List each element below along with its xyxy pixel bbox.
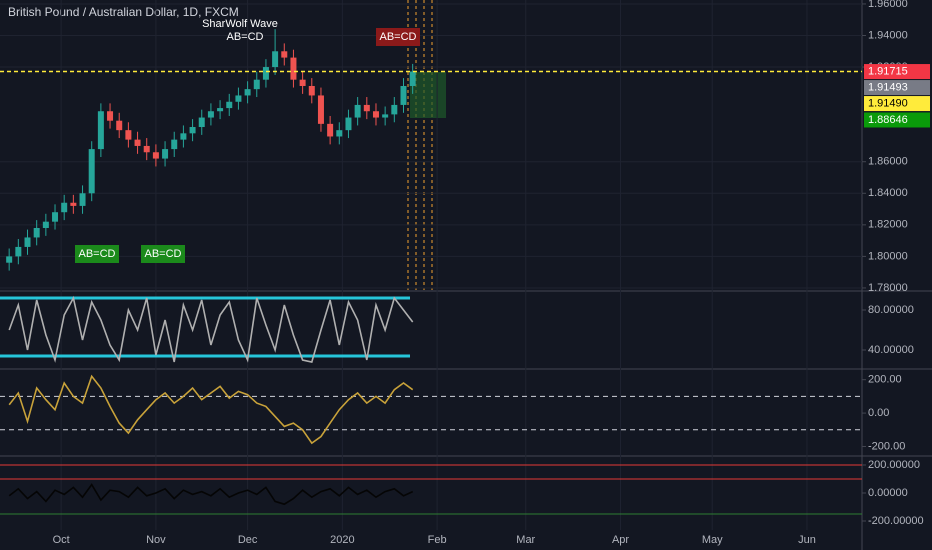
y-tick-label: 1.78000 bbox=[868, 282, 908, 294]
y-tick-label: -200.00 bbox=[868, 440, 905, 452]
candle-body bbox=[272, 51, 279, 68]
candle-body bbox=[116, 120, 123, 131]
y-tick-label: 200.00000 bbox=[868, 459, 920, 471]
x-tick-label: 2020 bbox=[330, 534, 354, 546]
candle-body bbox=[143, 145, 150, 153]
y-tick-label: -200.00000 bbox=[868, 515, 924, 527]
candle-body bbox=[308, 85, 315, 96]
price-label-box bbox=[864, 64, 930, 80]
candle-body bbox=[162, 149, 169, 159]
candle-body bbox=[253, 79, 260, 90]
candle-body bbox=[125, 130, 132, 140]
y-tick-label: 1.84000 bbox=[868, 187, 908, 199]
y-tick-label: 1.94000 bbox=[868, 29, 908, 41]
candle-body bbox=[33, 227, 40, 238]
candle-body bbox=[336, 130, 343, 137]
candle-body bbox=[79, 193, 86, 206]
candle-body bbox=[52, 212, 59, 222]
price-label: 1.91490 bbox=[868, 97, 908, 109]
chart-title: British Pound / Australian Dollar, 1D, F… bbox=[8, 5, 239, 19]
annotation: AB=CD bbox=[145, 248, 182, 260]
y-tick-label: 1.80000 bbox=[868, 250, 908, 262]
price-label: 1.91715 bbox=[868, 65, 908, 77]
y-tick-label: 80.00000 bbox=[868, 304, 914, 316]
x-tick-label: Dec bbox=[238, 534, 258, 546]
y-tick-label: 1.82000 bbox=[868, 219, 908, 231]
candle-body bbox=[400, 85, 407, 105]
position-box bbox=[410, 72, 446, 118]
candle-body bbox=[372, 111, 379, 118]
x-tick-label: Jun bbox=[798, 534, 816, 546]
candle-body bbox=[290, 57, 297, 80]
price-label-box bbox=[864, 80, 930, 96]
candle-body bbox=[180, 133, 187, 140]
candle-body bbox=[97, 111, 104, 150]
candle-body bbox=[24, 237, 31, 247]
x-tick-label: Apr bbox=[612, 534, 629, 546]
candle-body bbox=[217, 108, 224, 112]
candle-body bbox=[189, 127, 196, 134]
candle-body bbox=[198, 117, 205, 128]
candle-body bbox=[61, 202, 68, 213]
candle-body bbox=[171, 139, 178, 150]
candle-body bbox=[88, 149, 95, 194]
candle-body bbox=[409, 71, 416, 86]
annotation-box bbox=[141, 245, 185, 263]
indicator-line bbox=[8, 295, 414, 363]
indicator-line bbox=[8, 374, 414, 445]
candle-body bbox=[107, 111, 114, 121]
candle-body bbox=[391, 104, 398, 115]
y-tick-label: 1.96000 bbox=[868, 0, 908, 10]
candle-body bbox=[134, 139, 141, 146]
annotation: AB=CD bbox=[227, 31, 264, 43]
x-tick-label: Feb bbox=[428, 534, 447, 546]
x-tick-label: May bbox=[702, 534, 723, 546]
candle-body bbox=[327, 123, 334, 137]
annotation: AB=CD bbox=[79, 248, 116, 260]
candle-body bbox=[6, 256, 13, 263]
annotation-box bbox=[376, 28, 420, 46]
candle-body bbox=[244, 89, 251, 96]
annotation: SharWolf Wave bbox=[202, 18, 278, 30]
y-tick-label: 1.86000 bbox=[868, 156, 908, 168]
candle-body bbox=[226, 101, 233, 109]
y-tick-label: 200.00 bbox=[868, 374, 902, 386]
candle-body bbox=[317, 95, 324, 124]
x-tick-label: Mar bbox=[516, 534, 535, 546]
price-label-box bbox=[864, 112, 930, 128]
price-label: 1.88646 bbox=[868, 114, 908, 126]
candle-body bbox=[207, 111, 214, 118]
price-label-box bbox=[864, 96, 930, 112]
annotation: AB=CD bbox=[380, 31, 417, 43]
y-tick-label: 40.00000 bbox=[868, 344, 914, 356]
candle-body bbox=[70, 202, 77, 206]
x-tick-label: Oct bbox=[53, 534, 70, 546]
candle-body bbox=[262, 67, 269, 80]
candle-body bbox=[15, 246, 22, 257]
candle-body bbox=[152, 152, 159, 159]
y-tick-label: 0.00 bbox=[868, 407, 889, 419]
candle-body bbox=[382, 114, 389, 118]
candle-body bbox=[354, 104, 361, 118]
annotation-box bbox=[75, 245, 119, 263]
candle-body bbox=[299, 79, 306, 86]
candle-body bbox=[363, 104, 370, 112]
y-tick-label: 0.00000 bbox=[868, 487, 908, 499]
price-label: 1.91493 bbox=[868, 81, 908, 93]
candle-body bbox=[345, 117, 352, 131]
indicator-line bbox=[8, 483, 414, 506]
candle-body bbox=[235, 95, 242, 102]
future-markers bbox=[407, 0, 433, 290]
x-tick-label: Nov bbox=[146, 534, 166, 546]
candle-body bbox=[42, 221, 49, 228]
candle-body bbox=[281, 51, 288, 58]
